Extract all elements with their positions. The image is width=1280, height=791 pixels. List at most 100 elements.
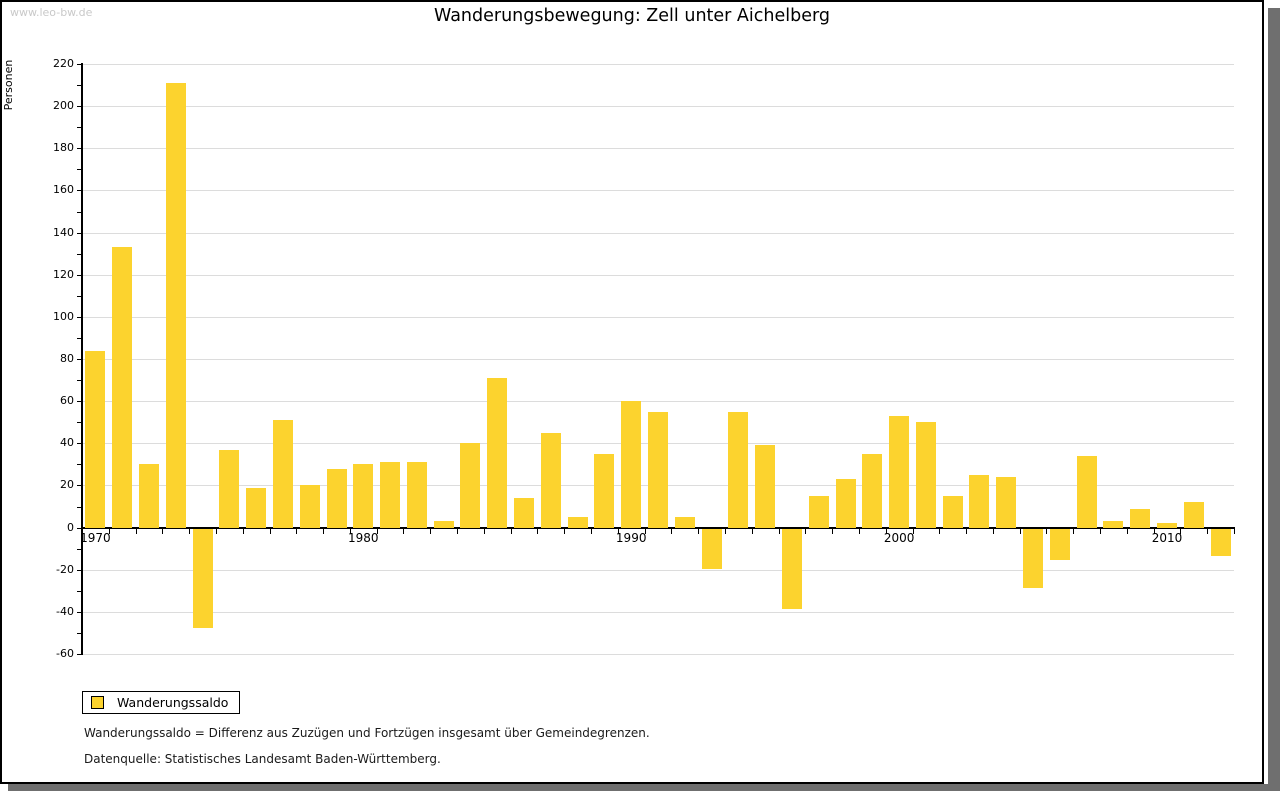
x-axis-tick bbox=[349, 528, 351, 534]
chart-title: Wanderungsbewegung: Zell unter Aichelber… bbox=[434, 6, 830, 26]
bar-2004 bbox=[996, 477, 1017, 528]
gridline bbox=[82, 190, 1234, 192]
x-axis-tick bbox=[457, 528, 459, 534]
y-tick-label: 40 bbox=[60, 436, 74, 450]
y-tick-label: 100 bbox=[53, 309, 74, 323]
y-axis-tick bbox=[77, 317, 82, 318]
y-tick-label: 60 bbox=[60, 394, 74, 408]
x-axis-tick bbox=[698, 528, 700, 534]
x-axis-tick bbox=[1153, 528, 1155, 534]
bar-1990 bbox=[621, 401, 642, 528]
y-axis-tick bbox=[77, 591, 82, 592]
bar-2005 bbox=[1023, 528, 1044, 588]
bar-2008 bbox=[1103, 521, 1124, 528]
y-tick-label: 140 bbox=[53, 225, 74, 239]
bar-1983 bbox=[433, 521, 454, 528]
x-axis-tick bbox=[591, 528, 593, 534]
window-shadow-right bbox=[1268, 8, 1280, 791]
x-tick-label: 1980 bbox=[348, 530, 379, 545]
y-tick-label: -20 bbox=[56, 562, 74, 576]
gridline bbox=[82, 64, 1234, 65]
x-axis-tick bbox=[323, 528, 325, 534]
x-axis-tick bbox=[215, 528, 217, 534]
y-tick-label: 160 bbox=[53, 183, 74, 197]
bar-1982 bbox=[406, 462, 427, 528]
x-axis-tick bbox=[1126, 528, 1128, 534]
y-axis-line bbox=[81, 63, 83, 655]
y-axis-tick bbox=[77, 654, 82, 655]
bar-1972 bbox=[138, 464, 159, 528]
bar-1976 bbox=[246, 487, 267, 528]
bar-1977 bbox=[272, 420, 293, 528]
x-axis-zero-line bbox=[81, 526, 1235, 529]
y-tick-label: -60 bbox=[56, 647, 74, 660]
gridline bbox=[82, 148, 1234, 150]
note-definition: Wanderungssaldo = Differenz aus Zuzügen … bbox=[84, 726, 650, 740]
y-axis-tick bbox=[77, 422, 82, 423]
y-tick-label: -40 bbox=[56, 604, 74, 618]
legend-box: Wanderungssaldo bbox=[82, 691, 240, 714]
x-axis-tick bbox=[966, 528, 968, 534]
x-axis-tick bbox=[858, 528, 860, 534]
chart-window: www.leo-bw.de Wanderungsbewegung: Zell u… bbox=[0, 0, 1264, 784]
y-tick-label: 200 bbox=[53, 99, 74, 113]
bar-1970 bbox=[85, 350, 106, 528]
window-shadow-bottom bbox=[8, 784, 1280, 791]
x-axis-tick bbox=[939, 528, 941, 534]
bar-1985 bbox=[487, 377, 508, 528]
x-axis-tick bbox=[1073, 528, 1075, 534]
bar-2001 bbox=[915, 422, 936, 528]
bar-2011 bbox=[1183, 502, 1204, 528]
y-axis-tick bbox=[77, 485, 82, 486]
x-axis-tick bbox=[1100, 528, 1102, 534]
y-axis-tick bbox=[77, 64, 82, 65]
bar-1993 bbox=[701, 528, 722, 569]
y-axis-tick bbox=[77, 127, 82, 128]
legend-swatch-icon bbox=[91, 696, 104, 709]
y-axis-tick bbox=[77, 233, 82, 234]
bar-1974 bbox=[192, 528, 213, 628]
y-axis-title: Personen bbox=[2, 59, 15, 111]
bar-1998 bbox=[835, 479, 856, 528]
bar-1971 bbox=[112, 247, 133, 528]
x-axis-tick bbox=[1180, 528, 1182, 534]
y-axis-tick bbox=[77, 464, 82, 465]
x-axis-tick bbox=[617, 528, 619, 534]
x-tick-label: 2010 bbox=[1151, 530, 1183, 545]
x-tick-label: 1970 bbox=[80, 530, 111, 545]
y-axis-tick bbox=[77, 633, 82, 634]
x-axis-tick bbox=[1046, 528, 1048, 534]
legend-label: Wanderungssaldo bbox=[117, 695, 229, 710]
gridline bbox=[82, 611, 1234, 613]
note-source: Datenquelle: Statistisches Landesamt Bad… bbox=[84, 752, 441, 766]
x-axis-tick bbox=[296, 528, 298, 534]
x-axis-tick bbox=[992, 528, 994, 534]
x-axis-tick bbox=[885, 528, 887, 534]
bar-2007 bbox=[1076, 455, 1097, 528]
y-axis-tick bbox=[77, 275, 82, 276]
x-axis-tick bbox=[403, 528, 405, 534]
y-axis-tick bbox=[77, 612, 82, 613]
watermark: www.leo-bw.de bbox=[10, 6, 93, 19]
x-axis-tick bbox=[1019, 528, 1021, 534]
x-tick-label: 1990 bbox=[615, 530, 647, 545]
bar-1999 bbox=[862, 453, 883, 528]
bar-2003 bbox=[969, 474, 990, 528]
bar-1989 bbox=[594, 453, 615, 528]
gridline bbox=[82, 569, 1234, 571]
x-axis-tick bbox=[724, 528, 726, 534]
x-axis-tick bbox=[1207, 528, 1209, 534]
x-axis-tick bbox=[430, 528, 432, 534]
y-axis-tick bbox=[77, 169, 82, 170]
y-axis-tick bbox=[77, 401, 82, 402]
y-tick-label: 220 bbox=[53, 57, 74, 70]
bar-1986 bbox=[514, 498, 535, 528]
x-axis-tick bbox=[108, 528, 110, 534]
x-axis-tick bbox=[537, 528, 539, 534]
x-axis-tick bbox=[242, 528, 244, 534]
x-axis-tick bbox=[644, 528, 646, 534]
x-axis-tick bbox=[1234, 528, 1235, 534]
bar-1980 bbox=[353, 464, 374, 528]
y-tick-label: 120 bbox=[53, 267, 74, 281]
gridline bbox=[82, 359, 1234, 360]
